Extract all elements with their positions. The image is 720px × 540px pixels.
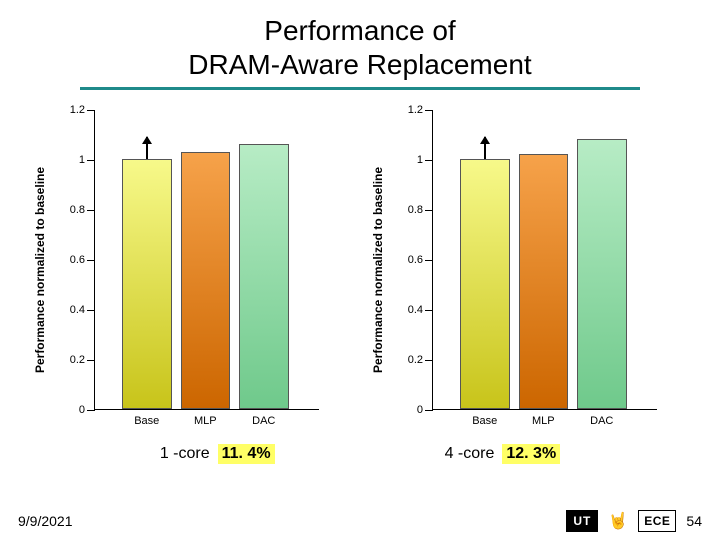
caption-1core: 1 -core 11. 4% bbox=[160, 444, 275, 464]
plot-area-right: 00.20.40.60.811.2BaseMLPDAC bbox=[432, 110, 657, 410]
y-tick-label: 1.2 bbox=[408, 104, 423, 116]
caption-label: 1 -core bbox=[160, 445, 210, 463]
y-tick-label: 0 bbox=[417, 404, 423, 416]
y-tick bbox=[87, 360, 95, 361]
y-tick bbox=[425, 410, 433, 411]
y-tick-label: 0.6 bbox=[70, 254, 85, 266]
bar bbox=[519, 154, 569, 409]
y-tick bbox=[87, 260, 95, 261]
y-tick-label: 0 bbox=[79, 404, 85, 416]
bar bbox=[460, 159, 510, 409]
chart-4core: Performance normalized to baseline 00.20… bbox=[384, 100, 674, 440]
y-tick bbox=[87, 310, 95, 311]
y-tick bbox=[425, 160, 433, 161]
x-tick-label: DAC bbox=[252, 415, 275, 427]
x-tick-label: Base bbox=[134, 415, 159, 427]
y-axis-label: Performance normalized to baseline bbox=[33, 167, 47, 373]
bar bbox=[577, 139, 627, 409]
ece-logo: ECE bbox=[638, 510, 676, 532]
y-tick bbox=[425, 110, 433, 111]
arrow-icon bbox=[484, 137, 486, 159]
logo-group: UT 🤘 ECE 54 bbox=[566, 510, 702, 532]
charts-row: Performance normalized to baseline 00.20… bbox=[0, 100, 720, 440]
ut-logo: UT bbox=[566, 510, 598, 532]
title-underline bbox=[80, 87, 640, 90]
y-tick-label: 0.4 bbox=[70, 304, 85, 316]
footer: 9/9/2021 UT 🤘 ECE 54 bbox=[0, 510, 720, 532]
y-tick-label: 1 bbox=[417, 154, 423, 166]
chart-1core: Performance normalized to baseline 00.20… bbox=[46, 100, 336, 440]
y-tick bbox=[425, 260, 433, 261]
bar bbox=[181, 152, 231, 410]
bar bbox=[239, 144, 289, 409]
y-tick-label: 0.2 bbox=[70, 354, 85, 366]
x-tick-label: DAC bbox=[590, 415, 613, 427]
y-tick bbox=[87, 110, 95, 111]
y-tick bbox=[87, 160, 95, 161]
x-tick-label: MLP bbox=[532, 415, 555, 427]
y-tick bbox=[425, 210, 433, 211]
footer-date: 9/9/2021 bbox=[18, 513, 73, 529]
longhorn-icon: 🤘 bbox=[608, 511, 628, 531]
y-tick-label: 0.8 bbox=[70, 204, 85, 216]
title-line-1: Performance of bbox=[0, 14, 720, 48]
y-tick-label: 0.8 bbox=[408, 204, 423, 216]
captions-row: 1 -core 11. 4% 4 -core 12. 3% bbox=[0, 444, 720, 464]
y-tick bbox=[425, 360, 433, 361]
caption-4core: 4 -core 12. 3% bbox=[445, 444, 561, 464]
x-tick-label: MLP bbox=[194, 415, 217, 427]
y-tick bbox=[87, 410, 95, 411]
caption-label: 4 -core bbox=[445, 445, 495, 463]
y-tick-label: 1.2 bbox=[70, 104, 85, 116]
x-tick-label: Base bbox=[472, 415, 497, 427]
y-tick-label: 0.6 bbox=[408, 254, 423, 266]
plot-area-left: 00.20.40.60.811.2BaseMLPDAC bbox=[94, 110, 319, 410]
caption-value: 11. 4% bbox=[218, 444, 275, 464]
page-number: 54 bbox=[686, 513, 702, 529]
y-axis-label: Performance normalized to baseline bbox=[371, 167, 385, 373]
y-tick-label: 1 bbox=[79, 154, 85, 166]
y-tick bbox=[87, 210, 95, 211]
caption-value: 12. 3% bbox=[502, 444, 560, 464]
arrow-icon bbox=[146, 137, 148, 159]
title-line-2: DRAM-Aware Replacement bbox=[0, 48, 720, 82]
y-tick bbox=[425, 310, 433, 311]
bar bbox=[122, 159, 172, 409]
y-tick-label: 0.2 bbox=[408, 354, 423, 366]
y-tick-label: 0.4 bbox=[408, 304, 423, 316]
